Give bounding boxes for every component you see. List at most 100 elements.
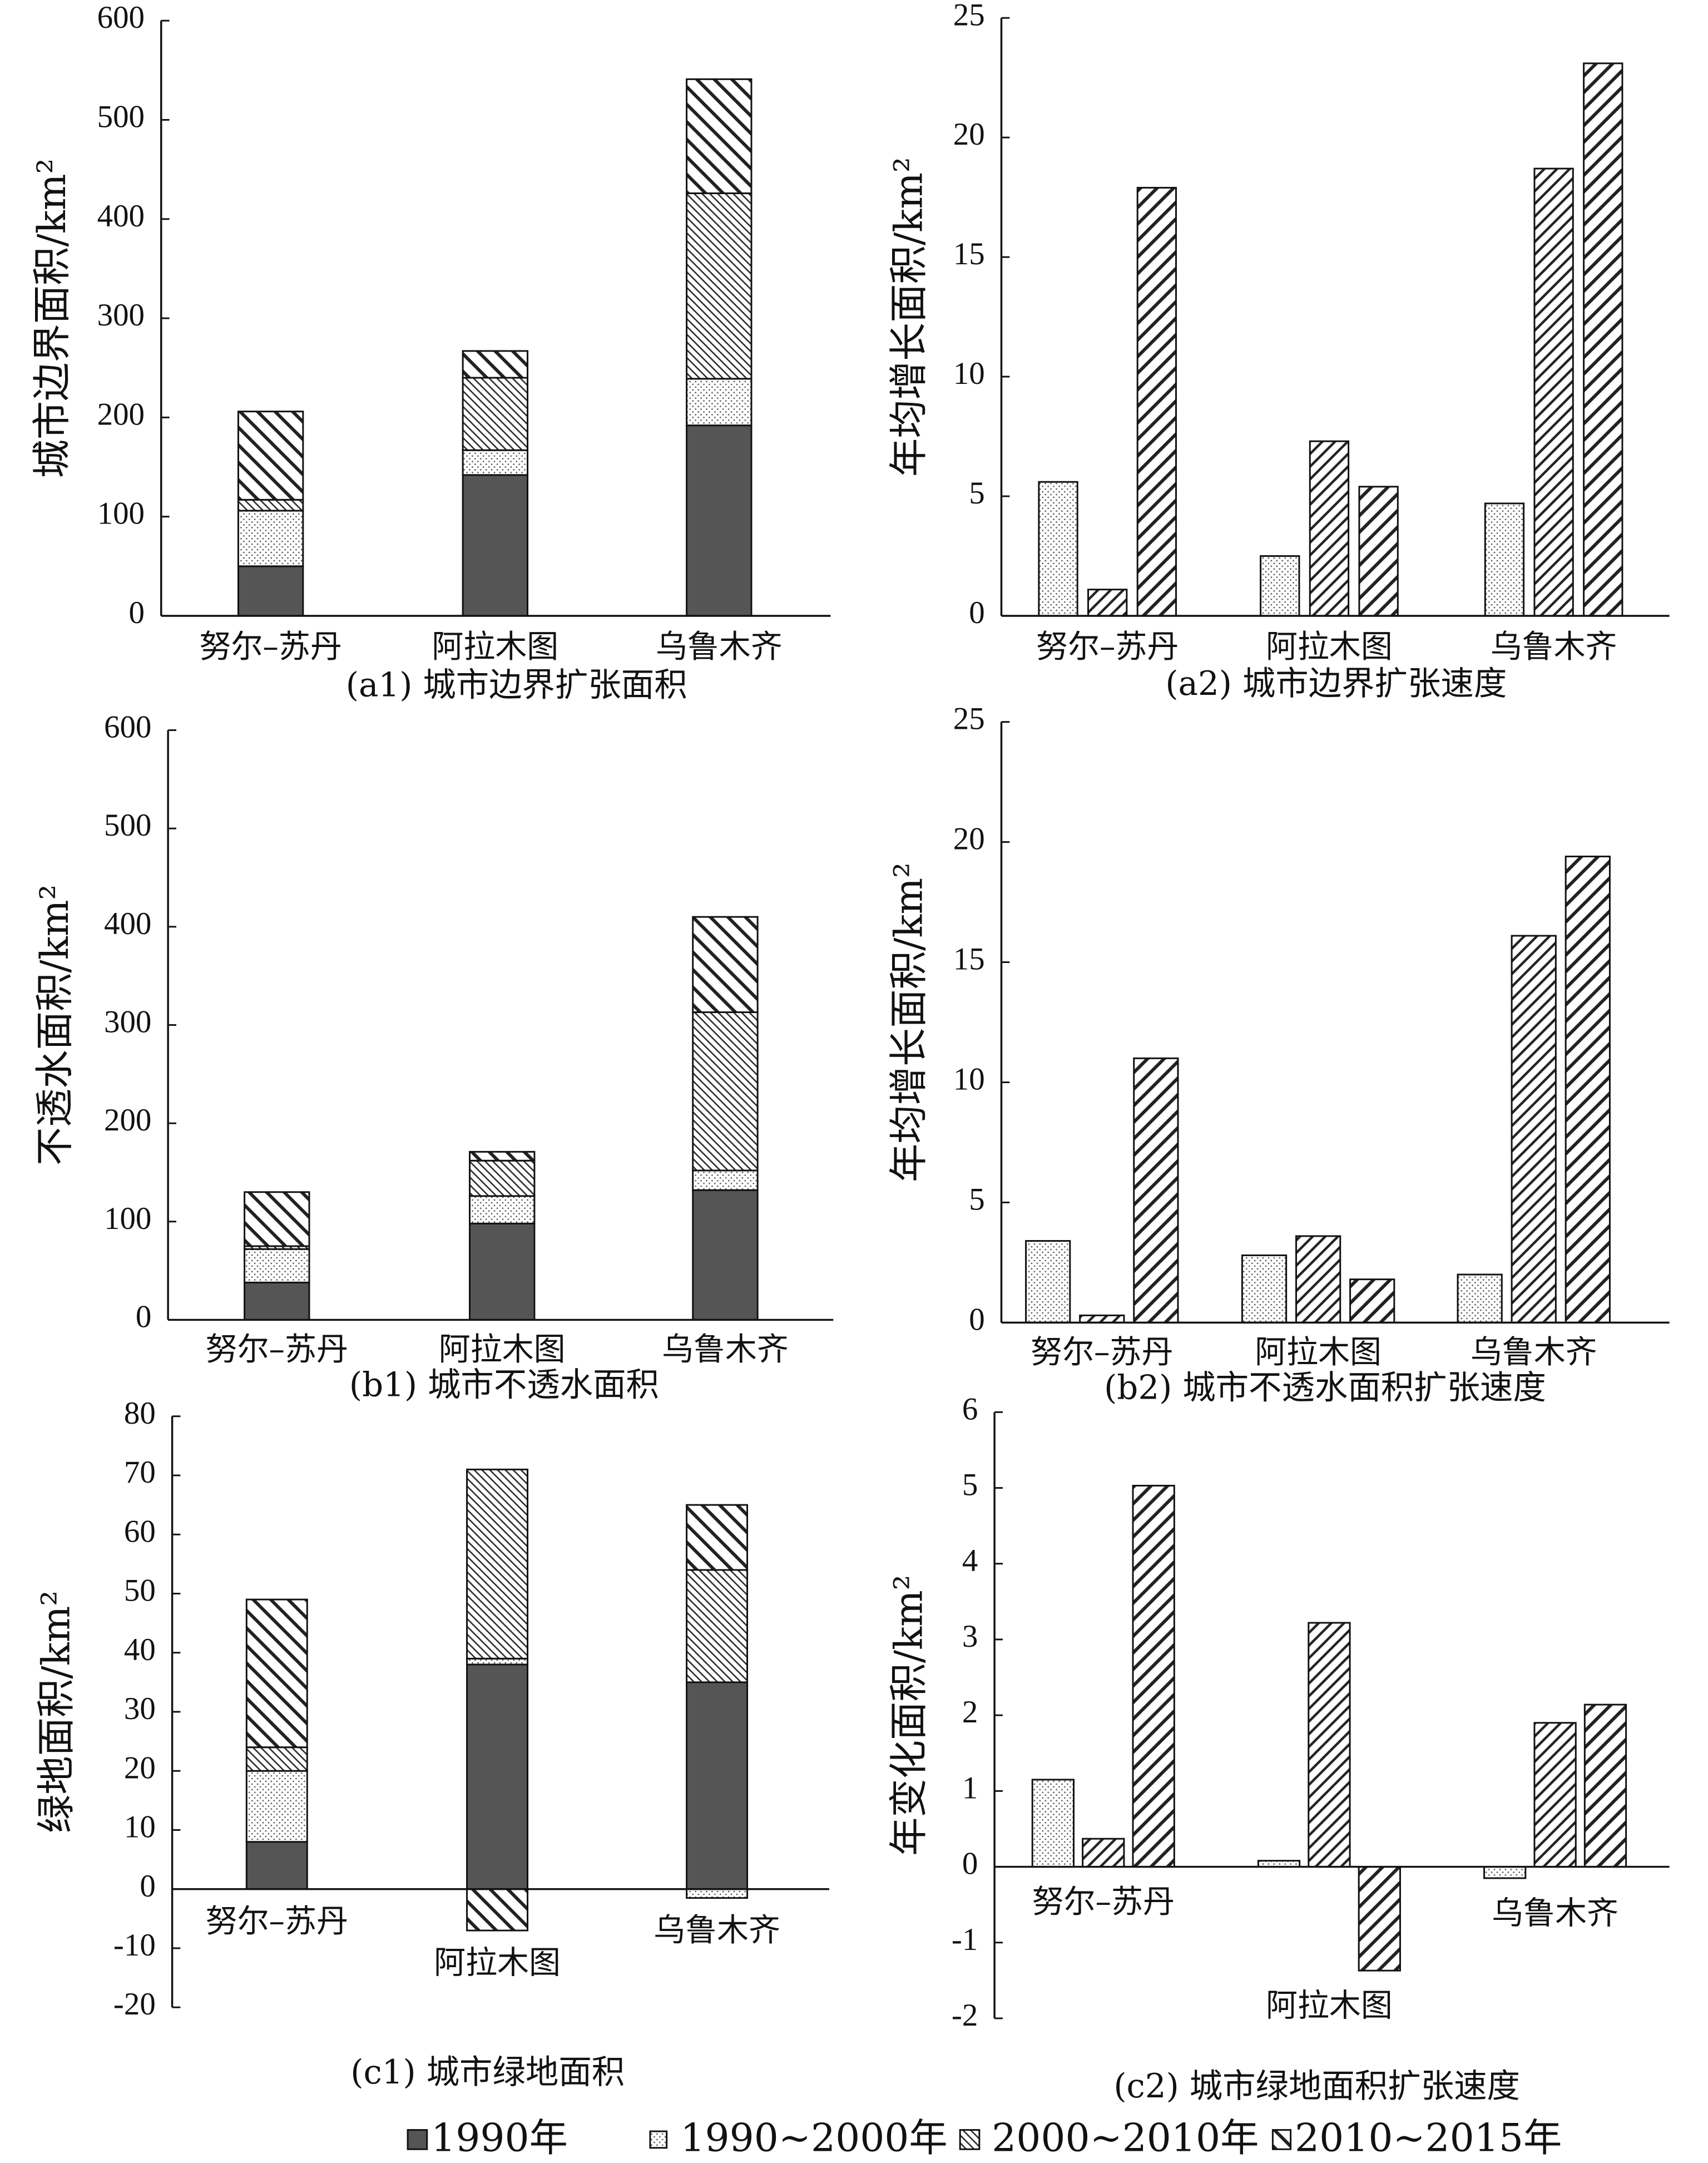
legend-item-2000-2010: 2000~2010年 bbox=[959, 2116, 1259, 2160]
y-tick-label-a2: 15 bbox=[953, 236, 985, 271]
bar-b1-cat1-period2 bbox=[469, 1159, 536, 1197]
category-label-b1: 努尔–苏丹 bbox=[206, 1331, 348, 1367]
chart-caption-a2: (a2) 城市边界扩张速度 bbox=[1165, 665, 1507, 703]
legend-label-2000-2010: 2000~2010年 bbox=[992, 2116, 1259, 2160]
bar-c1-cat2-period3 bbox=[686, 1504, 749, 1571]
category-label-a2: 阿拉木图 bbox=[1266, 628, 1393, 665]
bar-a2-cat2-period2 bbox=[1533, 167, 1574, 617]
bar-c1-cat1-period0 bbox=[466, 1663, 529, 1890]
bars-a1 bbox=[237, 78, 752, 617]
bar-a2-cat1-period3 bbox=[1358, 486, 1399, 617]
bar-b2-cat0-period3 bbox=[1133, 1057, 1179, 1324]
chart-caption-c1: (c1) 城市绿地面积 bbox=[350, 2053, 625, 2092]
bar-a1-cat2-period0 bbox=[686, 424, 752, 617]
bar-b2-cat1-period3 bbox=[1349, 1278, 1395, 1324]
bar-a1-cat1-period3 bbox=[462, 350, 529, 379]
bar-b1-cat2-period0 bbox=[692, 1189, 759, 1321]
bar-c1-cat1-period2 bbox=[466, 1468, 529, 1660]
bar-c1-cat0-period0 bbox=[245, 1841, 308, 1890]
bar-b1-cat1-period3 bbox=[469, 1150, 536, 1162]
bar-a1-cat0-period1 bbox=[237, 510, 304, 567]
bars-b2 bbox=[1025, 856, 1611, 1324]
y-tick-label-c2: 2 bbox=[962, 1695, 978, 1730]
bar-b1-cat0-period1 bbox=[244, 1248, 310, 1283]
bar-b2-cat2-period3 bbox=[1565, 856, 1611, 1324]
legend-label-1990-2000: 1990~2000年 bbox=[680, 2116, 947, 2160]
bar-c2-cat0-period2 bbox=[1082, 1838, 1125, 1868]
y-tick-label-c1: -20 bbox=[113, 1987, 156, 2022]
y-tick-label-c1: 80 bbox=[124, 1396, 156, 1431]
category-label-a1: 努尔–苏丹 bbox=[200, 628, 342, 665]
y-tick-label-c1: 30 bbox=[124, 1691, 156, 1726]
legend-item-1990-2000: 1990~2000年 bbox=[649, 2116, 948, 2160]
y-tick-label-c2: -2 bbox=[952, 1998, 978, 2033]
y-tick-label-a2: 20 bbox=[953, 117, 985, 152]
category-label-a2: 乌鲁木齐 bbox=[1491, 628, 1617, 665]
chart-caption-b2: (b2) 城市不透水面积扩张速度 bbox=[1104, 1369, 1546, 1407]
legend: 1990年 1990~2000年 2000~2010年 2010~2015年 bbox=[407, 2116, 1562, 2160]
chart-panel-b2: 0 5 10 15 20 25 努尔–苏丹 阿拉木图 乌鲁木齐 年均增长面积/km² (b2) 城市… bbox=[887, 702, 1670, 1407]
bar-c1-cat0-period2 bbox=[245, 1746, 308, 1772]
chart-panel-a2: 0 5 10 15 20 25 努尔–苏丹 阿拉木图 乌鲁木齐 年均增长面积/km² (a2) 城市… bbox=[887, 0, 1670, 703]
bar-a1-cat0-period3 bbox=[237, 411, 304, 501]
chart-panel-b1: 0 100 200 300 400 500 600 努尔–苏丹 阿拉木图 乌鲁木齐 不透水面积/km… bbox=[33, 710, 834, 1404]
y-tick-label-b2: 10 bbox=[953, 1062, 985, 1097]
bar-a1-cat0-period2 bbox=[237, 498, 304, 512]
bar-b1-cat1-period1 bbox=[469, 1195, 536, 1224]
category-label-b1: 乌鲁木齐 bbox=[662, 1331, 789, 1367]
bar-a1-cat2-period2 bbox=[686, 192, 752, 380]
category-label-c1: 乌鲁木齐 bbox=[654, 1912, 780, 1949]
y-tick-label-c1: 50 bbox=[124, 1573, 156, 1608]
y-tick-label-b2: 0 bbox=[969, 1302, 984, 1337]
bar-b2-cat0-period1 bbox=[1025, 1240, 1071, 1324]
y-tick-label-c2: 5 bbox=[962, 1468, 978, 1503]
bar-c2-cat2-period1 bbox=[1483, 1866, 1527, 1879]
legend-swatch-1990-2000 bbox=[649, 2130, 668, 2149]
bar-b1-cat2-period1 bbox=[692, 1169, 759, 1191]
y-tick-label-c2: 4 bbox=[962, 1543, 978, 1578]
bar-b2-cat2-period2 bbox=[1511, 935, 1557, 1324]
bar-c2-cat0-period1 bbox=[1031, 1779, 1075, 1868]
bar-b2-cat2-period1 bbox=[1457, 1273, 1503, 1324]
y-tick-label-c2: 0 bbox=[962, 1846, 978, 1881]
y-tick-label-c1: 0 bbox=[140, 1869, 155, 1904]
y-axis-label-b1: 不透水面积/km² bbox=[33, 885, 77, 1166]
bar-c2-cat1-period2 bbox=[1308, 1622, 1351, 1868]
y-tick-label-a1: 200 bbox=[97, 397, 145, 432]
legend-swatch-2000-2010 bbox=[959, 2129, 981, 2150]
bar-b1-cat0-period0 bbox=[244, 1281, 310, 1321]
y-tick-label-c1: -10 bbox=[113, 1928, 156, 1963]
legend-label-1990: 1990年 bbox=[431, 2116, 568, 2160]
bar-c1-cat2-period0 bbox=[686, 1681, 749, 1890]
category-label-c2: 阿拉木图 bbox=[1266, 1987, 1393, 2024]
bar-a2-cat0-period2 bbox=[1087, 589, 1128, 617]
bar-b2-cat1-period2 bbox=[1295, 1235, 1341, 1324]
category-label-c2: 努尔–苏丹 bbox=[1032, 1883, 1175, 1920]
bar-b1-cat2-period3 bbox=[692, 916, 759, 1013]
bar-b1-cat1-period0 bbox=[469, 1222, 536, 1321]
legend-swatch-2010-2015 bbox=[1271, 2129, 1292, 2150]
y-tick-label-c2: 6 bbox=[962, 1391, 978, 1426]
y-tick-label-a2: 0 bbox=[969, 595, 984, 630]
bar-c1-cat0-period1 bbox=[245, 1770, 308, 1843]
bar-c1-cat0-period3 bbox=[245, 1598, 308, 1749]
y-tick-label-b1: 600 bbox=[104, 710, 151, 745]
y-tick-label-a2: 10 bbox=[953, 356, 985, 391]
category-label-b2: 乌鲁木齐 bbox=[1471, 1334, 1597, 1370]
legend-item-1990: 1990年 bbox=[407, 2116, 568, 2160]
category-label-c2: 乌鲁木齐 bbox=[1492, 1895, 1618, 1932]
y-tick-label-a2: 5 bbox=[969, 476, 984, 511]
bar-b2-cat0-period2 bbox=[1079, 1314, 1125, 1324]
y-axis-label-c2: 年变化面积/km² bbox=[887, 1574, 932, 1856]
bar-c1-cat1-period3 bbox=[466, 1888, 529, 1932]
bar-b2-cat1-period1 bbox=[1241, 1254, 1288, 1324]
category-label-a1: 阿拉木图 bbox=[432, 628, 558, 665]
bar-a2-cat0-period3 bbox=[1136, 186, 1177, 617]
bar-c2-cat2-period3 bbox=[1583, 1703, 1627, 1868]
category-label-b2: 努尔–苏丹 bbox=[1031, 1334, 1173, 1370]
y-tick-label-b1: 400 bbox=[104, 906, 151, 941]
y-tick-label-c1: 20 bbox=[124, 1750, 156, 1785]
